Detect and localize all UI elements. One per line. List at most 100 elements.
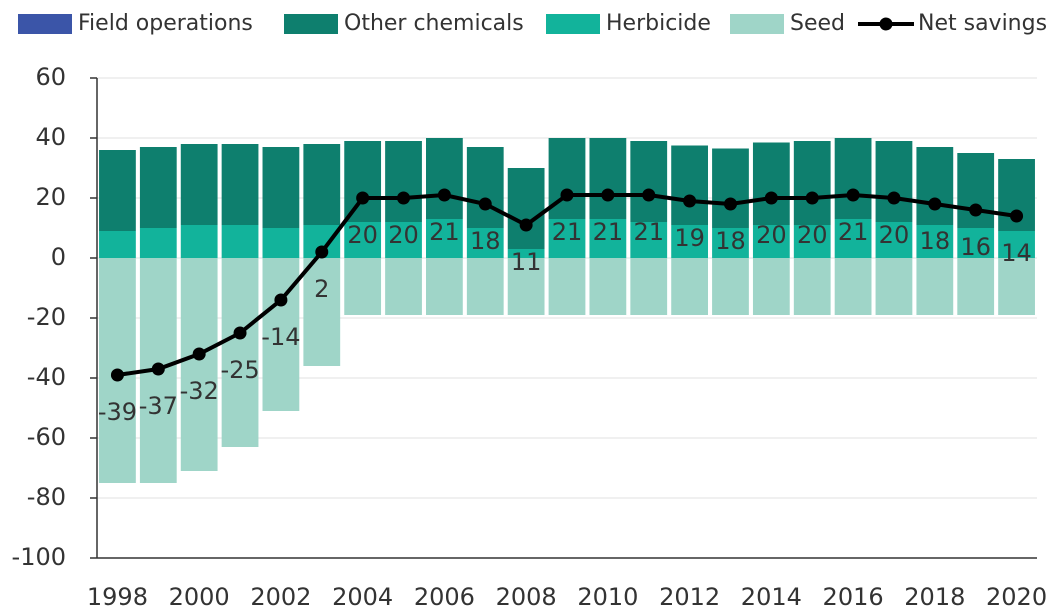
line-marker (315, 245, 329, 259)
bar (139, 147, 177, 228)
y-tick-label: -100 (12, 543, 66, 571)
legend-swatch (546, 14, 600, 34)
line-marker (478, 197, 492, 211)
bar (466, 258, 504, 315)
bar (139, 228, 177, 258)
bar (344, 222, 382, 258)
bar (344, 258, 382, 315)
bar (262, 228, 300, 258)
data-label: -25 (220, 356, 259, 384)
data-label: 20 (797, 221, 828, 249)
data-label: 11 (511, 248, 542, 276)
bar (99, 231, 136, 258)
bar (671, 258, 708, 315)
bar (221, 144, 259, 225)
legend-label: Net savings (918, 11, 1047, 36)
bar (180, 258, 218, 471)
bar (466, 147, 504, 228)
bar (875, 258, 913, 315)
data-label: 20 (756, 221, 787, 249)
bar (793, 258, 831, 315)
bar (998, 258, 1035, 315)
bar (466, 228, 504, 258)
bar (221, 258, 259, 447)
bar (99, 150, 136, 231)
x-tick-label: 2002 (250, 583, 311, 610)
bar (507, 249, 545, 258)
bar (303, 258, 341, 366)
line-marker (683, 194, 697, 208)
bar (752, 225, 790, 258)
line-marker (397, 191, 411, 205)
bar (712, 148, 749, 228)
line-marker (969, 203, 983, 217)
bar (426, 138, 463, 219)
y-tick-label: 40 (35, 123, 66, 151)
y-tick-label: -80 (27, 483, 66, 511)
bar (957, 153, 995, 228)
data-label: -32 (180, 377, 219, 405)
line-marker (274, 293, 288, 307)
line-marker (560, 188, 574, 202)
bar (834, 258, 872, 315)
y-tick-label: -40 (27, 363, 66, 391)
bar (834, 219, 872, 258)
y-tick-label: 20 (35, 183, 66, 211)
x-tick-label: 2018 (904, 583, 965, 610)
data-label: -39 (98, 398, 137, 426)
bar (385, 258, 422, 315)
legend-swatch (18, 14, 72, 34)
bar (385, 222, 422, 258)
line-marker (805, 191, 819, 205)
bar (793, 141, 831, 225)
bar (426, 219, 463, 258)
bar (221, 225, 259, 258)
data-label: 21 (593, 218, 624, 246)
bar (630, 141, 668, 222)
bar (793, 225, 831, 258)
data-label: 20 (347, 221, 378, 249)
bar (671, 225, 708, 258)
y-tick-label: 60 (35, 63, 66, 91)
data-label: 18 (715, 227, 746, 255)
x-tick-label: 2008 (496, 583, 557, 610)
line-marker (887, 191, 901, 205)
legend-swatch (284, 14, 338, 34)
bar (875, 222, 913, 258)
x-tick-label: 2012 (659, 583, 720, 610)
bar (834, 138, 872, 219)
bar (957, 258, 995, 315)
line-marker (846, 188, 860, 202)
bar (344, 141, 382, 222)
bar (916, 225, 954, 258)
bar (875, 141, 913, 222)
line-marker (601, 188, 615, 202)
data-label: 21 (552, 218, 583, 246)
data-label: -37 (139, 392, 178, 420)
y-tick-label: -60 (27, 423, 66, 451)
data-label: 20 (388, 221, 419, 249)
bar (916, 147, 954, 225)
bar (548, 219, 586, 258)
x-tick-label: 2014 (741, 583, 802, 610)
bar (548, 258, 586, 315)
x-tick-label: 2010 (577, 583, 638, 610)
x-tick-label: 2020 (986, 583, 1047, 610)
legend-label: Other chemicals (344, 11, 524, 36)
data-label: 20 (879, 221, 910, 249)
line-marker (519, 218, 533, 232)
line-marker (233, 326, 247, 340)
legend-label: Seed (790, 11, 845, 36)
line-marker (356, 191, 370, 205)
data-label: 18 (470, 227, 501, 255)
y-tick-label: -20 (27, 303, 66, 331)
x-tick-label: 2006 (414, 583, 475, 610)
bar (507, 258, 545, 315)
bar (712, 258, 749, 315)
bar (671, 145, 708, 225)
bar (589, 138, 627, 219)
bar (385, 141, 422, 222)
bar (957, 228, 995, 258)
bar (998, 231, 1035, 258)
